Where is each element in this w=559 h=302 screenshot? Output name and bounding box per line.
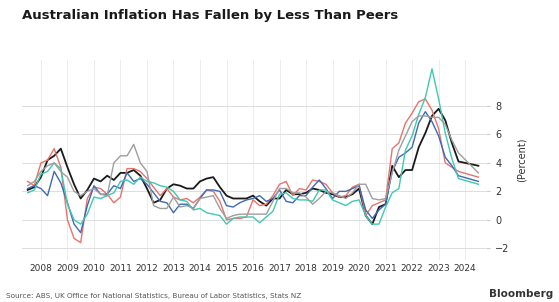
Australia on 6/30/24 <box>203 177 210 180</box>
Canada <box>24 187 31 190</box>
Euro Area <box>362 214 369 217</box>
Canada <box>58 181 64 185</box>
Canada <box>77 231 84 234</box>
Canada <box>362 208 369 212</box>
Australia on 6/30/24 <box>77 197 84 200</box>
Australia on 6/30/24 <box>429 114 435 118</box>
New Zealand on 6/30/24 <box>362 182 369 186</box>
Australia on 6/30/24 <box>223 194 230 198</box>
Australia on 6/30/24 <box>435 107 442 111</box>
US <box>435 127 442 130</box>
Euro Area <box>475 182 482 186</box>
Text: Australian Inflation Has Fallen by Less Than Peers: Australian Inflation Has Fallen by Less … <box>22 9 399 22</box>
US <box>362 214 369 217</box>
US <box>77 241 84 244</box>
Euro Area <box>58 167 64 170</box>
Canada <box>84 204 91 207</box>
US <box>84 197 91 200</box>
Line: Australia on 6/30/24: Australia on 6/30/24 <box>27 109 479 224</box>
Euro Area <box>230 217 236 220</box>
Canada <box>210 188 216 192</box>
Canada <box>230 205 236 209</box>
New Zealand on 6/30/24 <box>475 171 482 175</box>
Canada <box>422 110 429 114</box>
Euro Area <box>210 212 216 216</box>
Line: Canada: Canada <box>27 112 479 233</box>
Euro Area <box>77 222 84 226</box>
Canada <box>475 180 482 183</box>
New Zealand on 6/30/24 <box>58 170 64 173</box>
Euro Area <box>435 97 442 101</box>
New Zealand on 6/30/24 <box>24 184 31 188</box>
Euro Area <box>24 191 31 194</box>
US <box>230 217 236 220</box>
US <box>58 165 64 169</box>
Text: Bloomberg: Bloomberg <box>489 289 553 299</box>
New Zealand on 6/30/24 <box>223 217 230 220</box>
Canada <box>435 134 442 138</box>
Line: Euro Area: Euro Area <box>27 69 479 224</box>
US <box>475 175 482 179</box>
Line: US: US <box>27 99 479 243</box>
Line: New Zealand on 6/30/24: New Zealand on 6/30/24 <box>27 116 479 218</box>
New Zealand on 6/30/24 <box>415 114 422 118</box>
Euro Area <box>84 212 91 216</box>
New Zealand on 6/30/24 <box>230 214 236 217</box>
New Zealand on 6/30/24 <box>435 116 442 119</box>
New Zealand on 6/30/24 <box>203 195 210 199</box>
Euro Area <box>429 67 435 71</box>
Text: Source: ABS, UK Office for National Statistics, Bureau of Labor Statistics, Stat: Source: ABS, UK Office for National Stat… <box>6 293 301 299</box>
Australia on 6/30/24 <box>369 222 376 226</box>
New Zealand on 6/30/24 <box>77 194 84 198</box>
Australia on 6/30/24 <box>24 188 31 192</box>
Australia on 6/30/24 <box>475 164 482 168</box>
US <box>210 190 216 193</box>
Y-axis label: (Percent): (Percent) <box>517 138 527 182</box>
US <box>24 180 31 183</box>
Australia on 6/30/24 <box>356 187 362 190</box>
US <box>422 97 429 101</box>
Australia on 6/30/24 <box>58 147 64 150</box>
